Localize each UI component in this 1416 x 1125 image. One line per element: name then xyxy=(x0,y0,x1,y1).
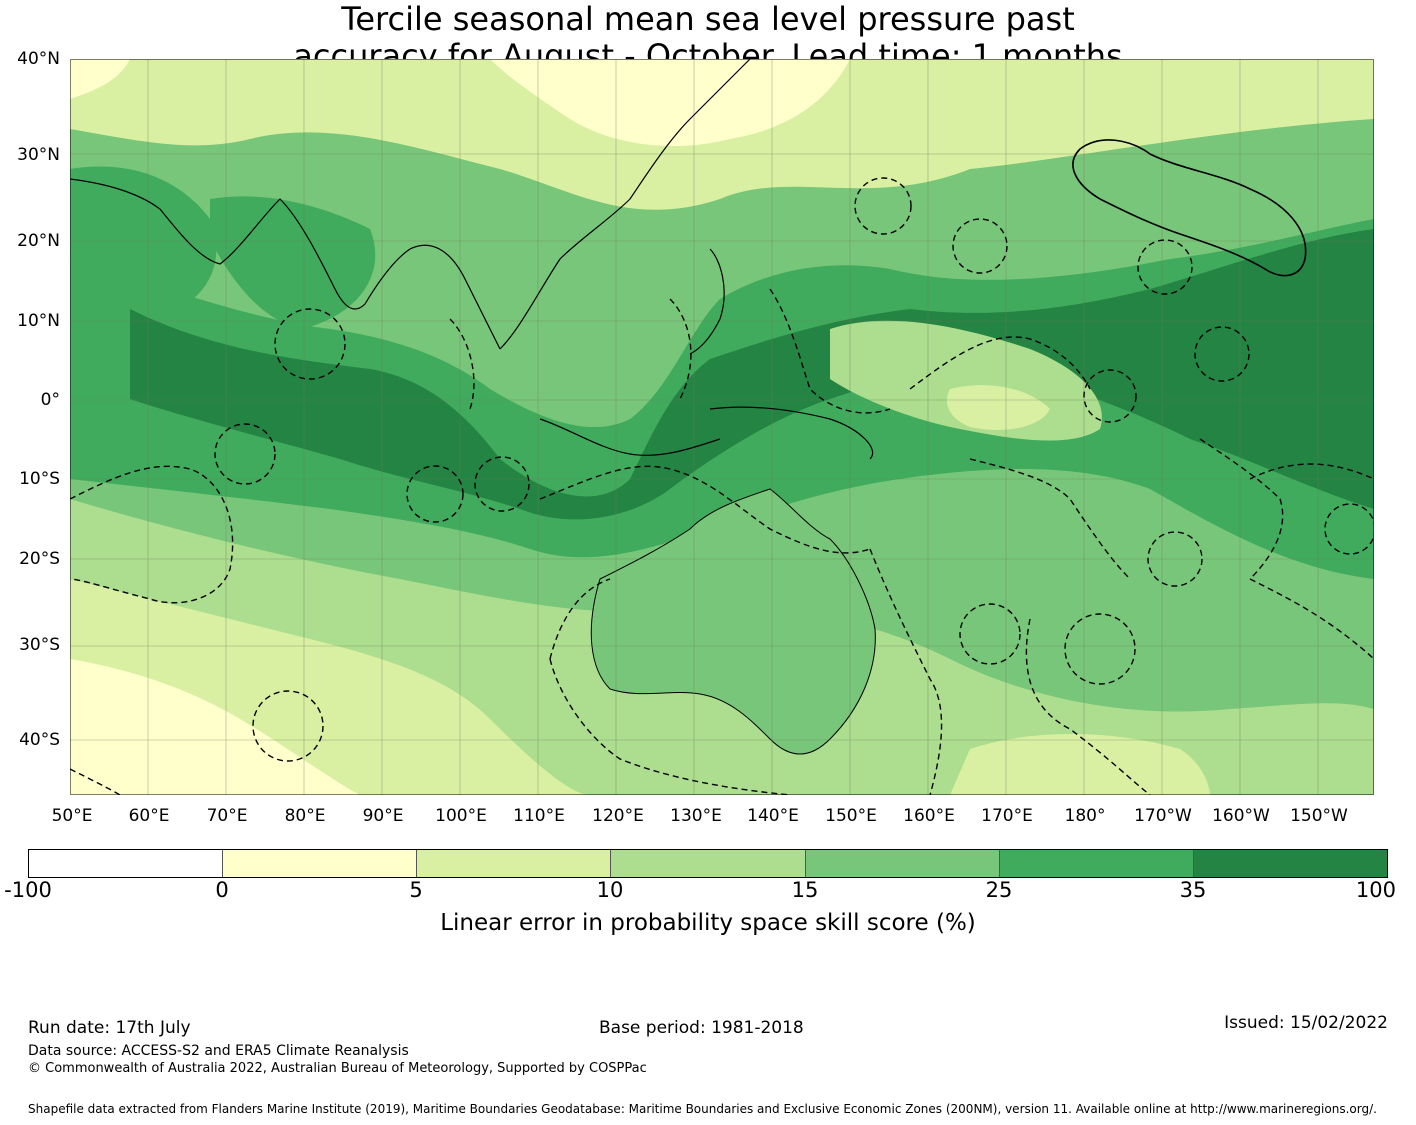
issued-date: Issued: 15/02/2022 xyxy=(1224,1013,1388,1033)
lon-label-120e: 120°E xyxy=(592,806,644,826)
lon-label-180: 180° xyxy=(1064,806,1106,826)
region-north-yellow-2 xyxy=(70,59,130,99)
lon-label-130e: 130°E xyxy=(670,806,722,826)
colorbar-tick-label: 5 xyxy=(409,878,423,902)
lat-label-0: 0° xyxy=(40,390,60,410)
coastlines xyxy=(70,59,874,460)
copyright-notice: © Commonwealth of Australia 2022, Austra… xyxy=(28,1061,647,1076)
lat-label-20s: 20°S xyxy=(19,549,60,569)
colorbar-label: Linear error in probability space skill … xyxy=(440,910,976,936)
region-southern-ocean-pale xyxy=(950,734,1210,795)
colorbar-tick-label: 0 xyxy=(215,878,229,902)
colorbar-segment xyxy=(1193,850,1387,877)
lon-label-110e: 110°E xyxy=(513,806,565,826)
lat-label-10n: 10°N xyxy=(17,311,60,331)
lon-label-100e: 100°E xyxy=(435,806,487,826)
colorbar xyxy=(28,849,1388,878)
lat-label-40s: 40°S xyxy=(19,730,60,750)
graticule xyxy=(70,59,1374,795)
lat-label-20n: 20°N xyxy=(17,231,60,251)
lon-label-170w: 170°W xyxy=(1134,806,1192,826)
run-date: Run date: 17th July xyxy=(28,1018,191,1038)
lon-label-90e: 90°E xyxy=(362,806,404,826)
region-equatorial-pacific-pale xyxy=(946,385,1050,430)
data-source: Data source: ACCESS-S2 and ERA5 Climate … xyxy=(28,1043,409,1059)
colorbar-segment xyxy=(223,850,418,877)
colorbar-tick-label: 25 xyxy=(985,878,1013,902)
lon-label-150e: 150°E xyxy=(825,806,877,826)
colorbar-segment xyxy=(805,850,1000,877)
base-period: Base period: 1981-2018 xyxy=(599,1018,804,1038)
lon-label-60e: 60°E xyxy=(128,806,170,826)
lat-label-30n: 30°N xyxy=(17,145,60,165)
lon-label-80e: 80°E xyxy=(284,806,326,826)
band-tropical-dark xyxy=(130,229,1374,520)
eez-boundaries xyxy=(70,177,1374,795)
lon-label-150w: 150°W xyxy=(1290,806,1348,826)
australia-landmass xyxy=(590,488,876,755)
lat-label-30s: 30°S xyxy=(19,635,60,655)
colorbar-tick-label: -100 xyxy=(4,878,52,902)
lon-label-160w: 160°W xyxy=(1212,806,1270,826)
colorbar-segment xyxy=(417,850,612,877)
shapefile-credit: Shapefile data extracted from Flanders M… xyxy=(28,1102,1377,1116)
colorbar-segment xyxy=(611,850,806,877)
colorbar-tick-label: 100 xyxy=(1355,878,1396,902)
skill-score-map xyxy=(70,59,1374,795)
map-title-line-1: Tercile seasonal mean sea level pressure… xyxy=(341,0,1075,38)
colorbar-tick-label: 35 xyxy=(1179,878,1207,902)
colorbar-segment xyxy=(999,850,1194,877)
region-north-yellow xyxy=(490,59,850,147)
lat-label-40n: 40°N xyxy=(17,49,60,69)
lon-label-50e: 50°E xyxy=(51,806,93,826)
hawaii-eez-outline xyxy=(1072,139,1307,277)
lat-label-10s: 10°S xyxy=(19,469,60,489)
lon-label-170e: 170°E xyxy=(981,806,1033,826)
colorbar-tick-label: 15 xyxy=(791,878,819,902)
lon-label-160e: 160°E xyxy=(903,806,955,826)
lon-label-70e: 70°E xyxy=(206,806,248,826)
colorbar-tick-label: 10 xyxy=(596,878,624,902)
colorbar-segment xyxy=(29,850,224,877)
lon-label-140e: 140°E xyxy=(747,806,799,826)
region-india xyxy=(210,196,376,329)
